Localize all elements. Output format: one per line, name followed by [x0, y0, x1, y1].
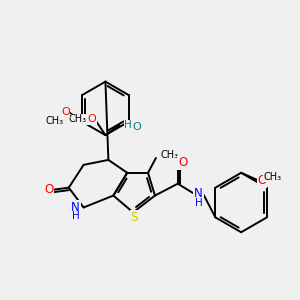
- Text: S: S: [130, 211, 138, 224]
- Text: CH₃: CH₃: [264, 172, 282, 182]
- Text: O: O: [133, 122, 142, 132]
- Text: CH₃: CH₃: [161, 150, 179, 160]
- Text: N: N: [71, 201, 80, 214]
- Text: O: O: [257, 174, 267, 187]
- Text: N: N: [194, 187, 203, 200]
- Text: O: O: [44, 183, 54, 196]
- Text: H: H: [72, 212, 80, 221]
- Text: H: H: [124, 120, 132, 130]
- Text: CH₃: CH₃: [45, 116, 64, 126]
- Text: CH₃: CH₃: [69, 114, 87, 124]
- Text: O: O: [61, 107, 70, 117]
- Text: O: O: [178, 156, 187, 170]
- Text: O: O: [87, 114, 96, 124]
- Text: H: H: [195, 199, 203, 208]
